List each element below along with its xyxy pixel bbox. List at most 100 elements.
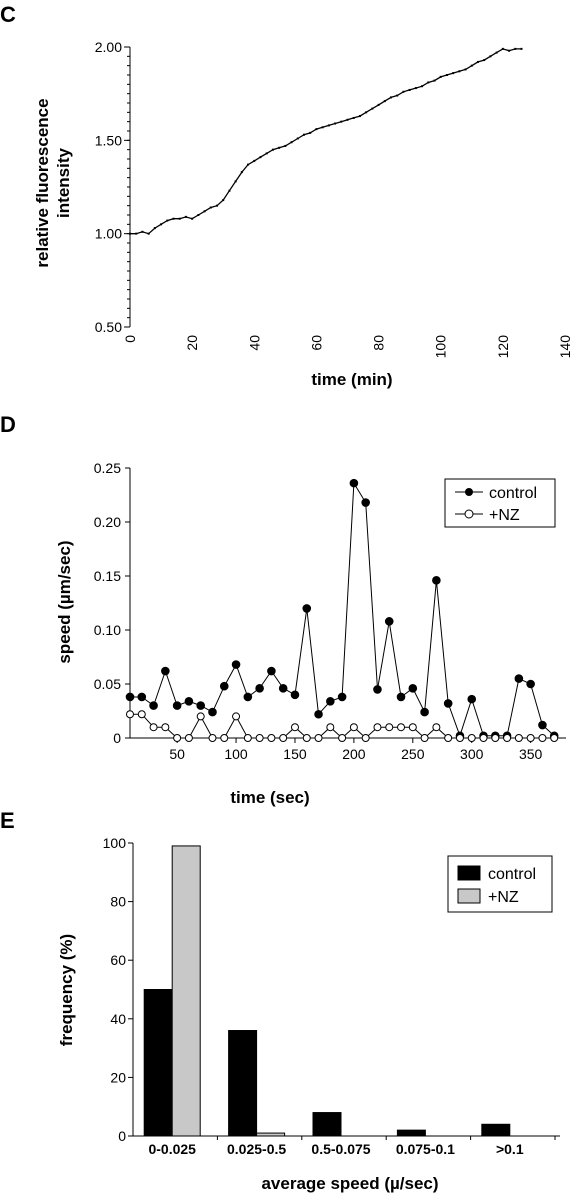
panel-c-data-point bbox=[439, 75, 442, 78]
panel-d-control-point bbox=[243, 692, 253, 702]
panel-d-nz-point bbox=[432, 723, 441, 732]
panel-c-data-point bbox=[489, 55, 492, 58]
panel-c-y-tick-label: 2.00 bbox=[95, 39, 122, 55]
panel-c-data-point bbox=[141, 230, 144, 233]
panel-e-category-label: 0.075-0.1 bbox=[396, 1141, 455, 1157]
panel-e-bar-nz bbox=[256, 1132, 286, 1137]
panel-d-control-point bbox=[443, 699, 453, 708]
panel-c-data-point bbox=[495, 51, 498, 54]
panel-d-y-tick-label: 0 bbox=[113, 730, 121, 746]
panel-c-data-point bbox=[184, 215, 187, 218]
panel-c-x-tick-label: 0 bbox=[122, 335, 138, 343]
panel-d-control-point bbox=[208, 707, 217, 717]
panel-c-data-point bbox=[383, 100, 386, 103]
panel-e-y-tick-label: 100 bbox=[103, 835, 127, 851]
panel-d-legend: control +NZ bbox=[444, 478, 556, 528]
panel-c-data-point bbox=[334, 122, 337, 125]
panel-d-x-tick-label: 50 bbox=[169, 746, 185, 762]
panel-d-x-tick-label: 100 bbox=[224, 746, 248, 762]
panel-d-nz-point bbox=[126, 710, 134, 719]
panel-d-x-tick-label: 350 bbox=[519, 746, 543, 762]
panel-c-data-point bbox=[197, 214, 200, 216]
panel-c-x-tick-label: 100 bbox=[433, 335, 449, 359]
panel-e-ticks: 0 20 40 60 80 100 0-0.025 0.025-0.5 0.5-0.075 0.0… bbox=[103, 835, 524, 1157]
panel-letter-e: E bbox=[0, 808, 15, 833]
panel-d-nz-point bbox=[173, 734, 182, 742]
panel-c-data-point bbox=[464, 68, 467, 71]
panel-d-control-point bbox=[172, 701, 182, 710]
panel-d-nz-point bbox=[373, 723, 382, 732]
panel-d-nz-point bbox=[420, 734, 429, 742]
panel-e-y-tick-label: 40 bbox=[110, 1011, 126, 1027]
panel-d-control-point bbox=[514, 674, 524, 683]
legend-control-marker bbox=[465, 488, 473, 496]
panel-d-ylabel: speed (µm/sec) bbox=[55, 540, 74, 663]
panel-d-x-tick-label: 200 bbox=[342, 746, 366, 762]
panel-c-data-point bbox=[458, 70, 461, 73]
panel-d-control-point bbox=[384, 617, 394, 626]
panel-d-y-tick-label: 0.05 bbox=[94, 676, 121, 692]
panel-e-category-label: >0.1 bbox=[496, 1141, 524, 1157]
panel-c-ticks: 0.50 1.00 1.50 2.00 0 20 40 60 80 100 120 140 bbox=[95, 39, 570, 358]
panel-c-data-point bbox=[153, 227, 156, 230]
panel-c-data-point bbox=[365, 111, 368, 114]
panel-d-control-point bbox=[161, 666, 170, 676]
panel-d-nz-point bbox=[149, 723, 158, 732]
panel-e-bar-control bbox=[143, 989, 173, 1137]
panel-d-control-point bbox=[432, 576, 441, 585]
panel-d-control-point bbox=[408, 684, 418, 693]
panel-c-ylabel-line1: relative fluorescence bbox=[33, 98, 52, 267]
panel-c-data-point bbox=[234, 180, 237, 183]
panel-d-control-point bbox=[349, 478, 359, 488]
panel-d-nz-point bbox=[137, 710, 146, 719]
panel-d-nz-point bbox=[361, 734, 370, 742]
panel-c-data-point bbox=[240, 171, 243, 174]
panel-c-data-point bbox=[284, 144, 287, 147]
panel-c-x-tick-label: 120 bbox=[495, 335, 511, 359]
panel-d-nz-point bbox=[385, 723, 394, 732]
panel-c-data-point bbox=[445, 74, 448, 76]
panel-d-series bbox=[125, 478, 559, 742]
panel-e-category-label: 0.5-0.075 bbox=[311, 1141, 370, 1157]
legend-nz-label: +NZ bbox=[488, 889, 519, 906]
panel-d-x-tick-label: 150 bbox=[283, 746, 307, 762]
panel-c-data-point bbox=[414, 87, 417, 90]
panel-d-control-point bbox=[314, 709, 323, 719]
panel-d-control-point bbox=[290, 690, 300, 700]
panel-d-nz-point bbox=[161, 723, 170, 732]
panel-d-nz-point bbox=[338, 734, 347, 742]
panel-e-category-label: 0-0.025 bbox=[148, 1141, 196, 1157]
panel-c-y-tick-label: 1.50 bbox=[95, 132, 122, 148]
panel-d-nz-point bbox=[220, 734, 229, 742]
panel-c-data-point bbox=[477, 60, 479, 63]
panel-d-nz-point bbox=[550, 734, 559, 742]
panel-c-data-point bbox=[178, 217, 181, 220]
panel-d-control-point bbox=[267, 666, 276, 676]
panel-e-legend: control +NZ bbox=[447, 855, 553, 913]
panel-d-control-point bbox=[526, 679, 535, 689]
panel-e: E frequency (%) average speed (µ/sec) 0 2… bbox=[0, 808, 560, 1193]
panel-e-ylabel: frequency (%) bbox=[57, 934, 76, 1046]
panel-e-y-tick-label: 60 bbox=[110, 952, 126, 968]
panel-d-nz-point bbox=[455, 734, 464, 742]
panel-c-x-tick-label: 80 bbox=[371, 335, 387, 351]
panel-d-nz-point bbox=[196, 712, 205, 721]
panel-d-nz-point bbox=[349, 723, 358, 732]
panel-d-nz-point bbox=[314, 734, 323, 742]
panel-d-y-tick-label: 0.25 bbox=[94, 460, 121, 476]
panel-d-legend-box bbox=[444, 478, 556, 528]
panel-c-data-point bbox=[309, 131, 312, 134]
panel-e-y-tick-label: 0 bbox=[118, 1128, 126, 1144]
panel-d-y-tick-label: 0.20 bbox=[94, 514, 121, 530]
panel-c-data-point bbox=[390, 96, 392, 99]
panel-c-data-point bbox=[346, 118, 349, 121]
legend-nz-swatch bbox=[457, 888, 481, 904]
panel-c-data-point bbox=[203, 210, 206, 213]
panel-d: D speed (µm/sec) time (sec) 0 0.05 0.10 0.1… bbox=[0, 412, 566, 807]
panel-d-nz-point bbox=[491, 734, 500, 742]
panel-e-bar-control bbox=[228, 1030, 258, 1137]
panel-c-data-point bbox=[321, 126, 324, 129]
panel-c-data-point bbox=[508, 49, 511, 52]
panel-c-ylabel-line2: intensity bbox=[54, 148, 73, 218]
panel-e-bar-control bbox=[396, 1129, 426, 1137]
